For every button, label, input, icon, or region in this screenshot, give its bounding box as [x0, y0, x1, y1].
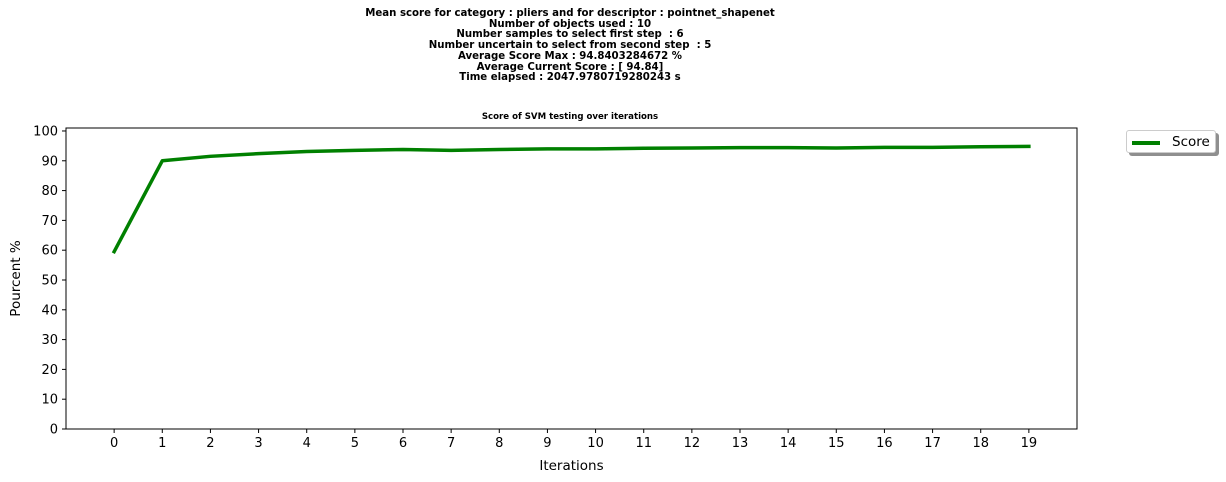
- header-line-uncertain: Number uncertain to select from second s…: [428, 40, 712, 52]
- legend: Score: [1126, 130, 1216, 153]
- header-line-category: Mean score for category : pliers and for…: [365, 8, 775, 19]
- y-tick-label: 60: [41, 244, 58, 259]
- x-tick-label: 17: [924, 436, 941, 451]
- x-tick-label: 3: [254, 436, 262, 451]
- x-tick-label: 8: [495, 436, 503, 451]
- y-tick-label: 0: [50, 423, 58, 438]
- x-tick-label: 1: [158, 436, 166, 451]
- y-tick-label: 90: [41, 154, 58, 169]
- y-axis-label: Pourcent %: [8, 240, 24, 317]
- x-tick-label: 12: [684, 436, 701, 451]
- x-tick-label: 11: [635, 436, 652, 451]
- series-line-score: [111, 144, 1031, 255]
- figure-header: Mean score for category : pliers and for…: [0, 8, 1140, 84]
- y-tick-label: 40: [41, 303, 58, 318]
- x-tick-label: 2: [206, 436, 214, 451]
- y-tick-label: 80: [41, 184, 58, 199]
- x-tick-label: 5: [351, 436, 359, 451]
- legend-swatch-score: [1132, 141, 1160, 145]
- series-layer: [111, 144, 1031, 255]
- x-tick-label: 18: [972, 436, 989, 451]
- x-tick-label: 9: [543, 436, 551, 451]
- x-tick-label: 4: [303, 436, 311, 451]
- x-axis-label: Iterations: [539, 458, 603, 474]
- y-tick-label: 70: [41, 214, 58, 229]
- x-tick-label: 7: [447, 436, 455, 451]
- header-line-samples: Number samples to select first step : 6: [456, 29, 684, 41]
- header-line-current-score: Average Current Score : [ 94.84]: [476, 61, 664, 73]
- legend-label-score: Score: [1172, 134, 1210, 150]
- y-tick-label: 20: [41, 363, 58, 378]
- tick-layer: 0 1 2 3 4 5 6 7 8 9 10 11 12 13 14 15 16 17 18 190102030405…: [33, 124, 1037, 451]
- x-tick-label: 15: [828, 436, 845, 451]
- x-tick-label: 0: [110, 436, 118, 451]
- x-tick-label: 16: [876, 436, 893, 451]
- x-tick-label: 10: [587, 436, 604, 451]
- axes-frame: [65, 127, 1078, 430]
- y-tick-label: 50: [41, 273, 58, 288]
- y-tick-label: 10: [41, 393, 58, 408]
- x-tick-label: 13: [732, 436, 749, 451]
- header-line-score-max: Average Score Max : 94.8403284672 %: [457, 50, 682, 62]
- y-tick-label: 30: [41, 333, 58, 348]
- header-line-time: Time elapsed : 2047.9780719280243 s: [459, 72, 681, 84]
- x-tick-label: 14: [780, 436, 797, 451]
- header-line-objects: Number of objects used : 10: [488, 18, 652, 30]
- y-tick-label: 100: [33, 124, 58, 139]
- x-tick-label: 19: [1021, 436, 1038, 451]
- x-tick-label: 6: [399, 436, 407, 451]
- plot-title: Score of SVM testing over iterations: [481, 112, 659, 122]
